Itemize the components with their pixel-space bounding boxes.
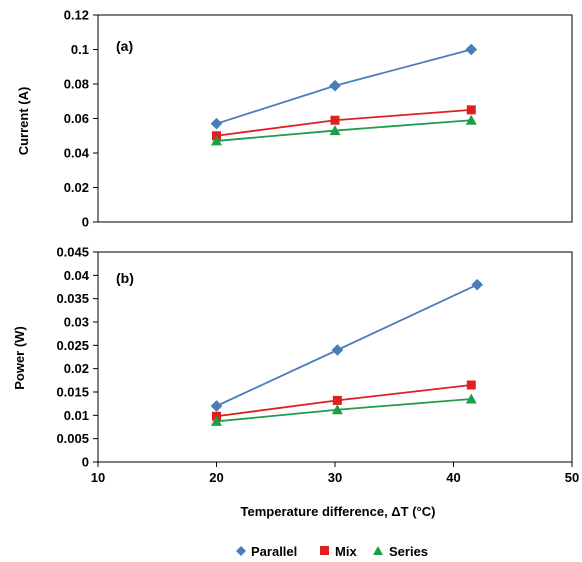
panel-b-y-tick-label: 0.015	[56, 385, 89, 400]
panel-b-parallel-point	[331, 344, 344, 356]
panel-a-y-axis-title: Current (A)	[16, 87, 31, 156]
legend: Parallel Mix Series	[236, 544, 428, 559]
panel-a-current: 0 0.02 0.04 0.06 0.08 0.1 0.12	[64, 8, 573, 230]
panel-b-parallel-point	[210, 400, 223, 412]
panel-b-y-tick-label: 0.03	[64, 315, 89, 330]
panel-a-y-tick-label: 0.04	[64, 146, 90, 161]
panel-a-y-tick-label: 0.08	[64, 77, 89, 92]
panel-a-parallel-point	[210, 117, 223, 130]
legend-label-parallel: Parallel	[251, 544, 297, 559]
panel-b-series-point	[211, 415, 222, 426]
panel-b-mix-series-line	[216, 384, 472, 418]
panel-b-series-point	[331, 404, 343, 415]
panel-b-x-tick-label: 10	[91, 470, 105, 485]
panel-a-y-tick-label: 0.1	[71, 42, 89, 57]
panel-b-parallel-point	[471, 278, 484, 291]
legend-label-mix: Mix	[335, 544, 357, 559]
panel-b-x-tick-label: 20	[209, 470, 223, 485]
panel-b-power: 0 0.005 0.01 0.015 0.02 0.025 0.03 0.035 0.04 0.0…	[56, 245, 579, 486]
panel-b-y-tick-label: 0.04	[64, 268, 90, 283]
panel-a-y-tick-label: 0.02	[64, 180, 89, 195]
panel-b-plot-frame	[97, 251, 573, 463]
panel-a-y-tick-label: 0.06	[64, 111, 89, 126]
panel-b-y-tick-label: 0.01	[64, 408, 89, 423]
legend-square-marker	[320, 546, 329, 555]
panel-b-parallel-series-line	[216, 283, 478, 407]
legend-diamond-marker	[236, 546, 246, 556]
panel-a-parallel-point	[465, 43, 478, 56]
panel-a-parallel-point	[329, 79, 341, 92]
panel-a-mix-point	[466, 105, 476, 115]
legend-item-mix: Mix	[320, 544, 357, 559]
x-axis-title: Temperature difference, ΔT (°C)	[241, 504, 436, 519]
panel-b-series-point	[465, 393, 477, 404]
panel-b-series-series-line	[216, 398, 472, 423]
panel-a-series-point	[465, 114, 477, 125]
panel-b-y-tick-label: 0.005	[56, 431, 89, 446]
panel-b-x-tick-label: 40	[446, 470, 460, 485]
panel-b-y-tick-label: 0.035	[56, 291, 89, 306]
legend-triangle-marker	[373, 546, 383, 555]
panel-a-y-tick-label: 0.12	[64, 8, 89, 23]
panel-b-y-tick-label: 0	[82, 455, 89, 470]
panel-b-label: (b)	[116, 270, 134, 286]
legend-label-series: Series	[389, 544, 428, 559]
panel-b-y-tick-label: 0.045	[56, 245, 89, 260]
legend-item-series: Series	[373, 544, 428, 559]
panel-b-mix-point	[332, 395, 342, 405]
panel-a-series-point	[329, 125, 341, 136]
panel-b-mix-point	[466, 380, 476, 390]
panel-b-x-tick-label: 30	[328, 470, 342, 485]
legend-item-parallel: Parallel	[236, 544, 297, 559]
panel-a-y-tick-label: 0	[82, 215, 89, 230]
panel-b-y-axis-title: Power (W)	[12, 326, 27, 390]
panel-b-y-tick-label: 0.025	[56, 338, 89, 353]
panel-a-label: (a)	[116, 38, 133, 54]
panel-b-y-tick-label: 0.02	[64, 361, 89, 376]
panel-a-series-point	[211, 135, 222, 146]
panel-a-mix-point	[330, 115, 340, 125]
panel-b-x-tick-label: 50	[565, 470, 579, 485]
